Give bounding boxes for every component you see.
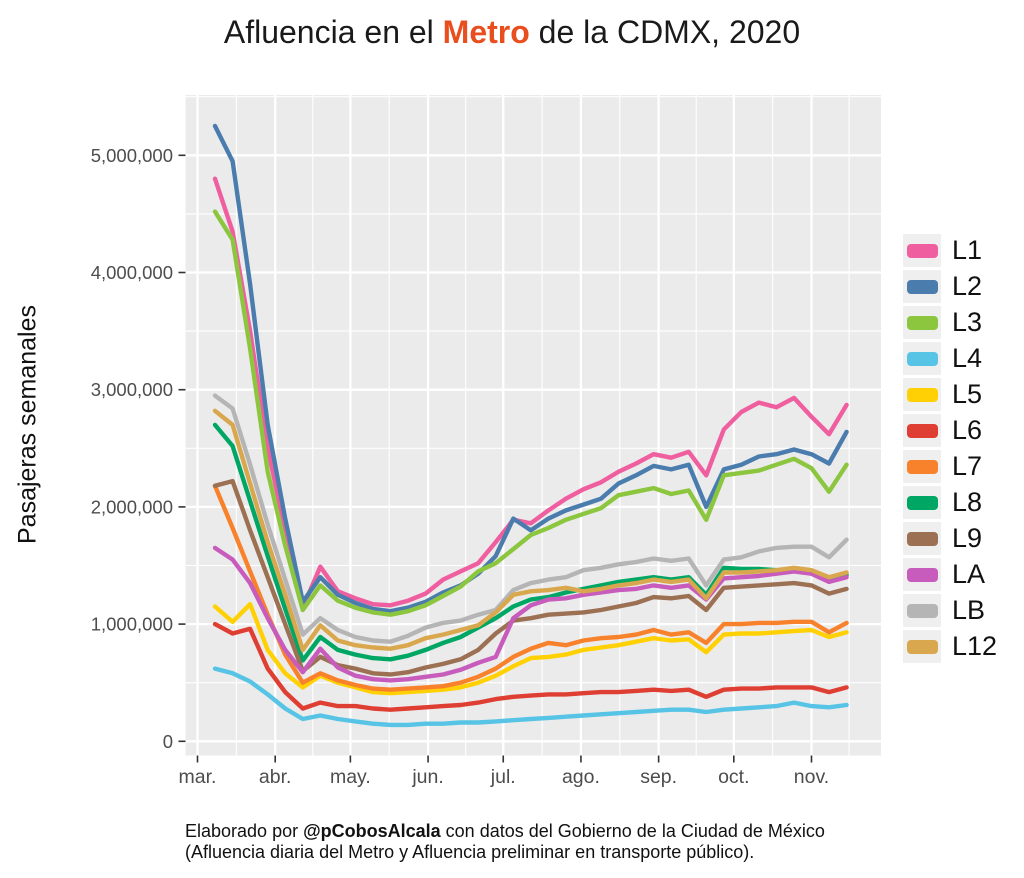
x-tick-label: may. (330, 766, 371, 788)
caption-text: con datos del Gobierno de la Ciudad de M… (440, 821, 825, 841)
legend-label-L3: L3 (952, 307, 983, 337)
x-tick-label: ago. (562, 766, 600, 788)
legend-swatch-L6 (906, 423, 938, 438)
legend-swatch-L2 (906, 279, 938, 294)
chart-title-highlight: Metro (442, 14, 530, 50)
caption-text: Elaborado por (185, 821, 304, 841)
legend-swatch-LB (906, 603, 938, 618)
legend-key-L3 (903, 306, 941, 339)
caption-line-1: Elaborado por @pCobosAlcala con datos de… (185, 821, 915, 842)
legend-swatch-L1 (906, 243, 938, 258)
legend-item-L2: L2 (903, 269, 997, 304)
legend-label-L8: L8 (952, 487, 983, 517)
legend-label-L9: L9 (952, 523, 983, 553)
legend-label-L7: L7 (952, 451, 983, 481)
x-tick-label: mar. (179, 766, 217, 788)
y-tick-label: 2,000,000 (91, 496, 173, 517)
series-line-L1 (212, 176, 849, 610)
legend-key-LB (903, 594, 941, 627)
legend-item-LA: LA (903, 557, 997, 592)
legend-swatch-L8 (906, 495, 938, 510)
series-line-L12 (212, 408, 849, 653)
y-tick-label: 3,000,000 (91, 379, 173, 400)
legend: L1 L2 L3 L4 L5 L6 L7 L8 L9 LA LB L12 (903, 233, 997, 664)
legend-swatch-L4 (906, 351, 938, 366)
series-line-L4 (212, 666, 849, 728)
caption-author: @pCobosAlcala (303, 821, 441, 841)
legend-key-L5 (903, 378, 941, 411)
y-tick-label: 4,000,000 (91, 262, 173, 283)
legend-item-L5: L5 (903, 377, 997, 412)
x-tick-label: oct. (718, 766, 749, 788)
legend-item-L7: L7 (903, 449, 997, 484)
chart-title-suffix: de la CDMX, 2020 (529, 14, 801, 50)
legend-label-L6: L6 (952, 415, 983, 445)
series-line-L9 (212, 478, 849, 677)
legend-label-LB: LB (952, 595, 986, 625)
legend-item-L12: L12 (903, 629, 997, 664)
legend-swatch-L9 (906, 531, 938, 546)
series-line-L2 (212, 123, 849, 614)
series-line-L6 (212, 621, 849, 712)
legend-label-L2: L2 (952, 271, 983, 301)
y-tick-label: 1,000,000 (91, 614, 173, 635)
legend-label-L5: L5 (952, 379, 983, 409)
chart-title-prefix: Afluencia en el (223, 14, 443, 50)
legend-swatch-L7 (906, 459, 938, 474)
legend-label-LA: LA (952, 559, 986, 589)
legend-key-L2 (903, 270, 941, 303)
legend-item-L6: L6 (903, 413, 997, 448)
x-tick-label: nov. (794, 766, 829, 788)
x-tick-label: sep. (640, 766, 677, 788)
legend-item-L1: L1 (903, 233, 997, 268)
legend-key-L8 (903, 486, 941, 519)
legend-key-L7 (903, 450, 941, 483)
x-tick-label: abr. (259, 766, 292, 788)
legend-item-L9: L9 (903, 521, 997, 556)
y-tick-label: 0 (163, 731, 173, 752)
series-line-L7 (212, 483, 849, 692)
legend-item-L3: L3 (903, 305, 997, 340)
legend-label-L4: L4 (952, 343, 983, 373)
legend-item-L8: L8 (903, 485, 997, 520)
caption: Elaborado por @pCobosAlcala con datos de… (185, 821, 915, 863)
series-line-L8 (212, 422, 849, 663)
y-tick-label: 5,000,000 (91, 145, 173, 166)
chart-title: Afluencia en el Metro de la CDMX, 2020 (0, 14, 1024, 51)
legend-item-L4: L4 (903, 341, 997, 376)
legend-key-L4 (903, 342, 941, 375)
legend-label-L1: L1 (952, 235, 983, 265)
legend-key-LA (903, 558, 941, 591)
legend-swatch-L5 (906, 387, 938, 402)
x-tick-label: jun. (411, 766, 443, 788)
legend-swatch-L12 (906, 639, 938, 654)
legend-key-L1 (903, 234, 941, 267)
legend-swatch-L3 (906, 315, 938, 330)
series-line-LA (212, 545, 849, 683)
series-line-L3 (212, 209, 849, 617)
x-tick-label: jul. (490, 766, 516, 788)
legend-key-L9 (903, 522, 941, 555)
legend-key-L12 (903, 630, 941, 663)
legend-key-L6 (903, 414, 941, 447)
legend-item-LB: LB (903, 593, 997, 628)
legend-swatch-LA (906, 567, 938, 582)
legend-label-L12: L12 (952, 631, 998, 661)
series-line-LB (212, 393, 849, 644)
caption-line-2: (Afluencia diaria del Metro y Afluencia … (185, 842, 755, 862)
